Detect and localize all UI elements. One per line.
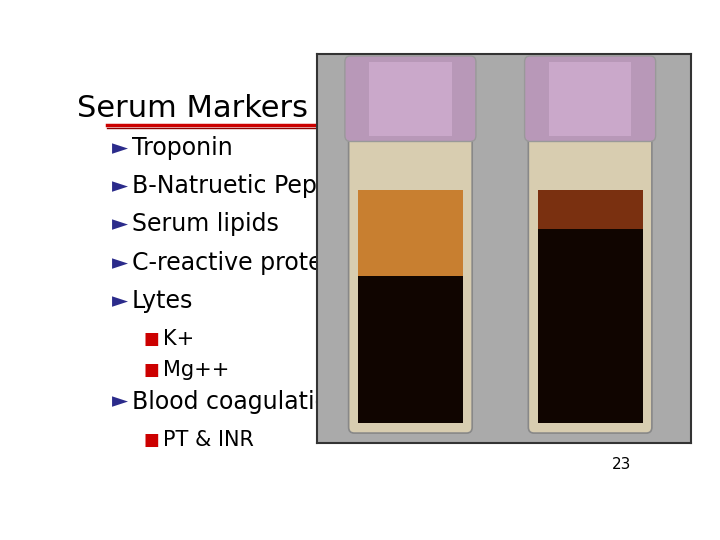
Text: ►: ► (112, 176, 128, 196)
Text: ►: ► (112, 291, 128, 311)
Text: ►: ► (112, 253, 128, 273)
FancyBboxPatch shape (348, 64, 472, 433)
Bar (549, 62, 631, 136)
Text: B-Natruetic Peptide: B-Natruetic Peptide (132, 174, 362, 198)
Text: K+: K+ (163, 329, 194, 349)
FancyBboxPatch shape (525, 56, 656, 141)
Text: PT & INR: PT & INR (163, 430, 253, 450)
Text: ■: ■ (143, 431, 158, 449)
FancyBboxPatch shape (528, 64, 652, 433)
Text: ►: ► (112, 392, 128, 411)
Text: ■: ■ (143, 330, 158, 348)
Bar (369, 62, 451, 136)
Text: 23: 23 (612, 457, 631, 472)
FancyBboxPatch shape (345, 56, 476, 141)
Bar (538, 190, 642, 229)
Bar (358, 275, 463, 423)
Text: Mg++: Mg++ (163, 360, 229, 380)
Text: Serum lipids: Serum lipids (132, 212, 279, 237)
Text: ■: ■ (143, 361, 158, 380)
Text: ►: ► (112, 138, 128, 158)
Bar (358, 190, 463, 275)
Text: C-reactive protein: C-reactive protein (132, 251, 344, 275)
Text: Troponin: Troponin (132, 136, 233, 160)
Bar (538, 229, 642, 423)
Text: ►: ► (112, 214, 128, 234)
Text: Serum Markers of Myocardial Damage: Serum Markers of Myocardial Damage (77, 94, 661, 123)
Text: Blood coagulation: Blood coagulation (132, 389, 344, 414)
Text: Lytes: Lytes (132, 289, 193, 313)
